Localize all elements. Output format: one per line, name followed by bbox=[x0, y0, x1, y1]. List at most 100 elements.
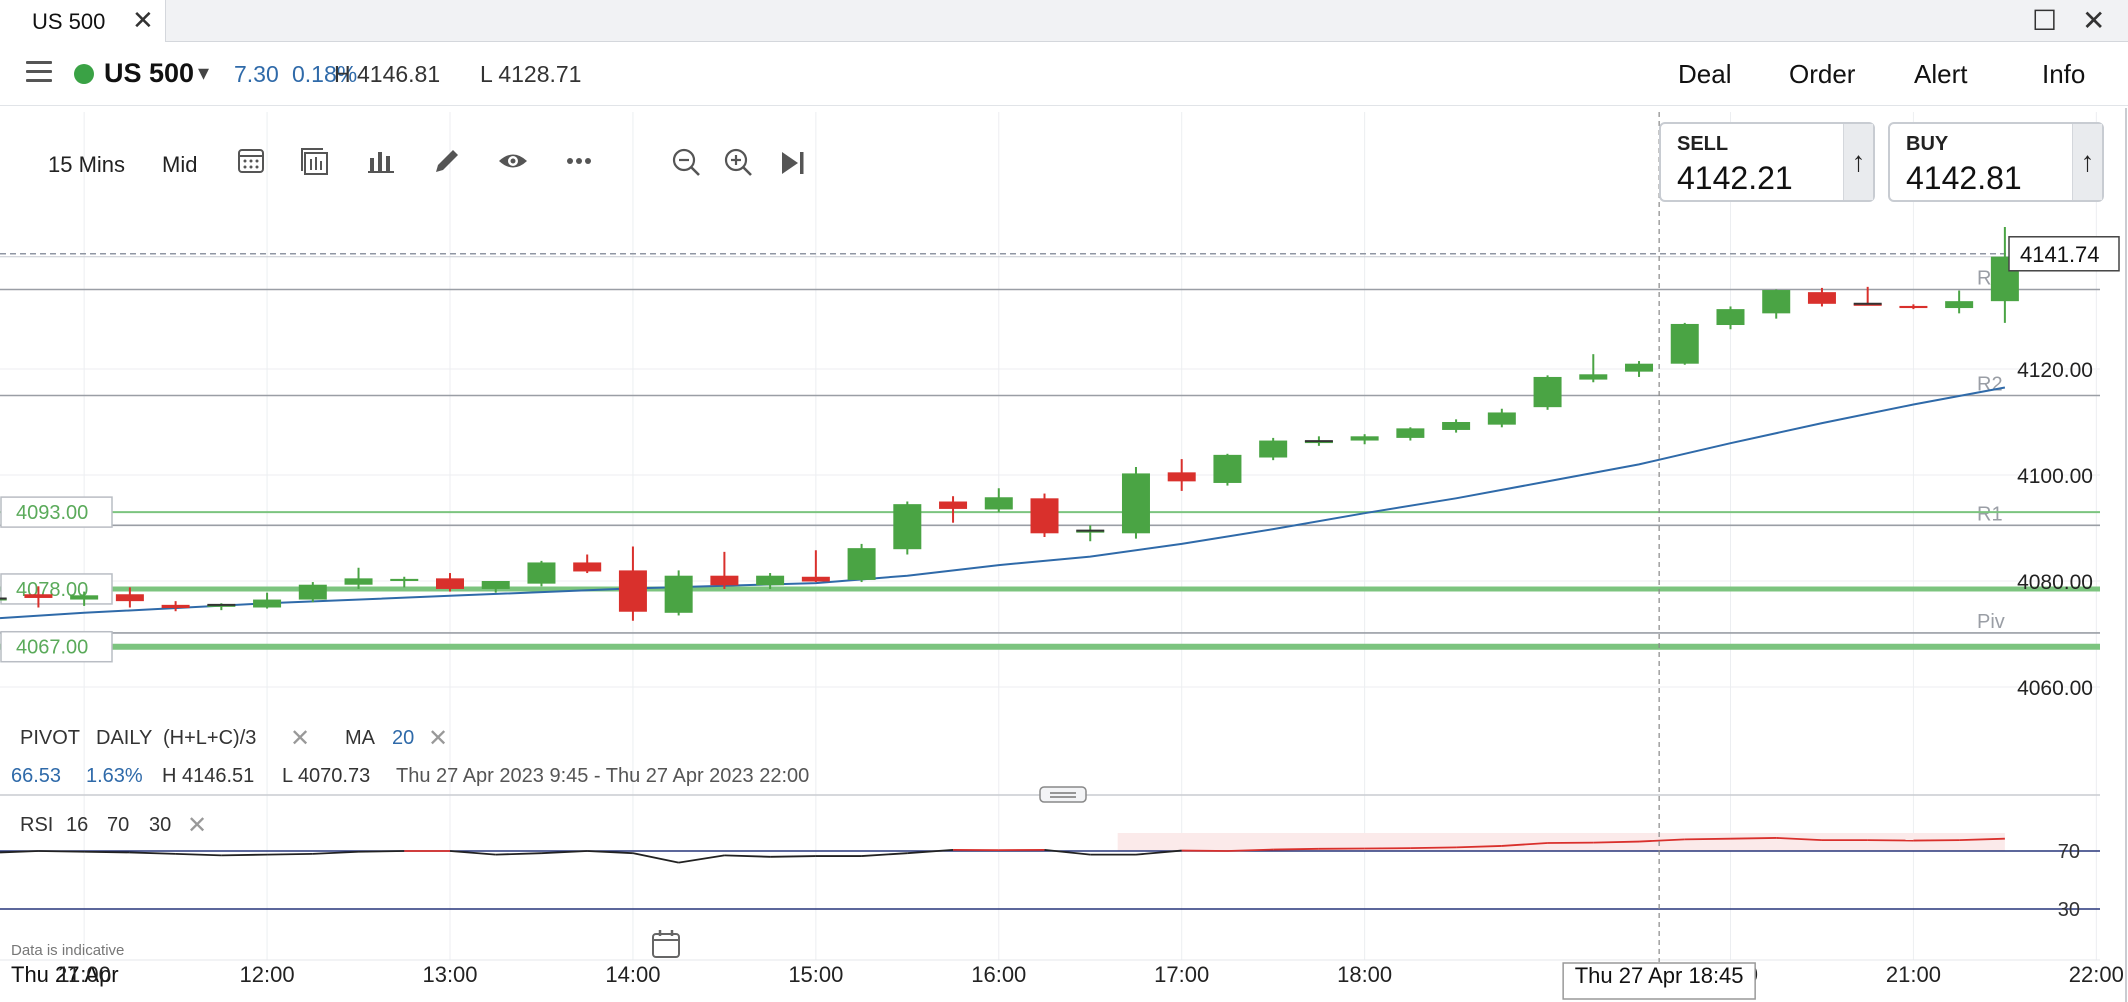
market-status-dot bbox=[74, 64, 94, 84]
candle-body bbox=[1807, 292, 1836, 304]
zoom-in-icon[interactable] bbox=[722, 146, 756, 180]
ma-indicator-label[interactable]: MA bbox=[345, 727, 375, 749]
price-change-percent: 0.18% bbox=[292, 61, 358, 87]
x-axis-tick-label: 22:00 bbox=[2069, 962, 2124, 987]
candle bbox=[664, 570, 693, 616]
bar-chart-icon[interactable] bbox=[364, 144, 398, 178]
rsi-level-label: 30 bbox=[2058, 899, 2080, 921]
calendar-grid-icon[interactable] bbox=[234, 144, 268, 178]
candle bbox=[710, 551, 739, 589]
remove-pivot-icon[interactable]: ✕ bbox=[290, 725, 311, 752]
rsi-indicator-label[interactable]: RSI bbox=[20, 814, 54, 836]
candle bbox=[893, 501, 922, 555]
zoom-out-icon[interactable] bbox=[670, 146, 704, 180]
price-level-value: 4093.00 bbox=[16, 502, 88, 524]
candle-body bbox=[298, 584, 327, 600]
candle-body bbox=[618, 570, 647, 612]
rsi-line-segment bbox=[129, 851, 176, 855]
window-titlebar: US 500 ✕ ☐ ✕ bbox=[0, 0, 2128, 42]
pivot-label-r1: R1 bbox=[1977, 503, 2003, 525]
tab-us500[interactable]: US 500 ✕ bbox=[0, 0, 166, 42]
candle-body bbox=[756, 575, 785, 586]
remove-ma-icon[interactable]: ✕ bbox=[428, 725, 449, 752]
price-level-tag bbox=[0, 630, 113, 663]
x-axis-tick-label: 12:00 bbox=[240, 962, 295, 987]
order-button[interactable]: Order bbox=[1789, 59, 1856, 89]
candle-body bbox=[1350, 436, 1379, 441]
rsi-line-segment bbox=[770, 855, 816, 858]
candle bbox=[0, 597, 7, 601]
candle bbox=[1396, 427, 1425, 441]
candle-body bbox=[344, 578, 373, 585]
eye-icon[interactable] bbox=[496, 144, 530, 178]
candle bbox=[161, 601, 190, 612]
candle bbox=[344, 567, 373, 589]
skip-end-icon[interactable] bbox=[776, 146, 810, 180]
candle-body bbox=[893, 504, 922, 550]
candle-body bbox=[1670, 323, 1699, 364]
chevron-down-icon[interactable]: ▾ bbox=[198, 60, 210, 85]
candle-body bbox=[115, 594, 144, 602]
candle bbox=[1807, 287, 1836, 307]
price-level-tag bbox=[0, 496, 113, 528]
y-axis-tick-label: 4100.00 bbox=[2017, 465, 2093, 488]
rsi-line-segment bbox=[358, 850, 405, 853]
candle-body bbox=[939, 501, 968, 509]
alert-button[interactable]: Alert bbox=[1914, 59, 1968, 89]
y-axis-tick-label: 4080.00 bbox=[2017, 571, 2093, 594]
chart-type-icon[interactable] bbox=[298, 144, 332, 178]
candle-body bbox=[481, 581, 510, 589]
rsi-line-segment bbox=[84, 850, 130, 854]
arrow-up-icon: ↑ bbox=[1843, 124, 1873, 200]
candle-body bbox=[390, 578, 419, 581]
sell-button[interactable]: SELL 4142.21 ↑ bbox=[1659, 122, 1875, 202]
current-price-tag bbox=[2008, 236, 2120, 272]
rsi-line-segment bbox=[861, 852, 908, 857]
rsi-line-segment bbox=[1410, 846, 1457, 849]
pencil-icon[interactable] bbox=[430, 144, 464, 178]
remove-rsi-icon[interactable]: ✕ bbox=[187, 812, 208, 839]
rsi-line-segment bbox=[678, 854, 725, 864]
candle-body bbox=[1579, 374, 1608, 380]
candle bbox=[70, 591, 99, 606]
buy-button[interactable]: BUY 4142.81 ↑ bbox=[1888, 122, 2104, 202]
menu-icon[interactable] bbox=[26, 61, 52, 83]
price-type-selector[interactable]: Mid bbox=[162, 152, 198, 177]
candle bbox=[1350, 434, 1379, 445]
deal-button[interactable]: Deal bbox=[1678, 59, 1732, 89]
more-icon[interactable] bbox=[562, 144, 596, 178]
x-axis-tick-label: 18:00 bbox=[1337, 962, 1392, 987]
candle-body bbox=[436, 578, 464, 589]
maximize-icon[interactable]: ☐ bbox=[2032, 5, 2058, 36]
calendar-icon[interactable] bbox=[650, 928, 682, 960]
rsi-line-segment bbox=[449, 850, 496, 856]
candle-body bbox=[161, 604, 190, 609]
crosshair-time-label: Thu 27 Apr 18:45 bbox=[1575, 963, 1744, 988]
pivot-indicator-label[interactable]: PIVOT bbox=[20, 727, 81, 749]
range-low: L 4070.73 bbox=[282, 765, 371, 787]
x-axis-tick-label: 17:00 bbox=[1154, 962, 1209, 987]
candle-body bbox=[1945, 301, 1974, 309]
candle bbox=[1945, 290, 1974, 314]
timeframe-selector[interactable]: 15 Mins bbox=[48, 152, 126, 177]
info-button[interactable]: Info bbox=[2042, 59, 2086, 89]
rsi-line-segment bbox=[175, 853, 222, 857]
x-axis-tick-label: 13:00 bbox=[422, 962, 477, 987]
close-tab-icon[interactable]: ✕ bbox=[132, 5, 154, 35]
candle bbox=[1533, 375, 1562, 410]
candle-body bbox=[801, 576, 830, 582]
rsi-line-segment bbox=[221, 853, 268, 857]
close-window-icon[interactable]: ✕ bbox=[2082, 5, 2106, 36]
candle bbox=[207, 603, 236, 611]
rsi-line-segment bbox=[1959, 837, 2005, 842]
candle bbox=[1259, 437, 1288, 461]
candle-body bbox=[1899, 305, 1928, 309]
candle-body bbox=[1213, 454, 1242, 483]
rsi-line-segment bbox=[1638, 838, 1685, 843]
day-high: H 4146.81 bbox=[334, 61, 441, 87]
instrument-name[interactable]: US 500 bbox=[104, 58, 195, 88]
candle bbox=[1076, 525, 1105, 542]
candle-body bbox=[573, 562, 602, 572]
candle bbox=[527, 560, 556, 587]
